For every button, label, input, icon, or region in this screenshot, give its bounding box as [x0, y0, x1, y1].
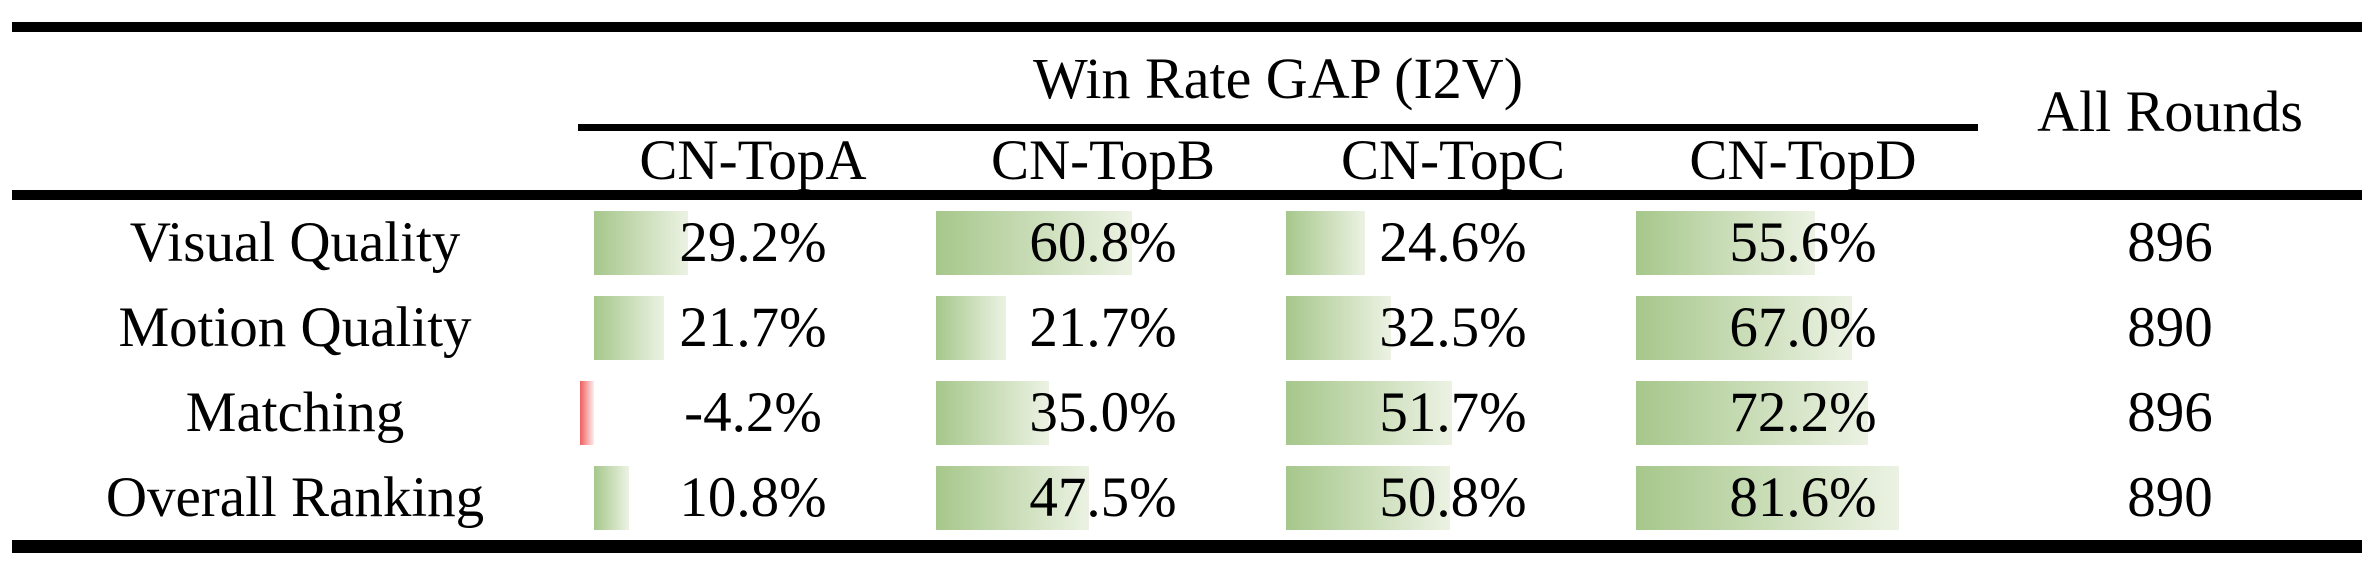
column-header-cn-topc: CN-TopC — [1278, 129, 1628, 200]
all-rounds-value: 896 — [2127, 381, 2213, 444]
column-header-cn-topa: CN-TopA — [578, 129, 928, 200]
paper-table: Win Rate GAP (I2V) All Rounds CN-TopA CN… — [0, 22, 2374, 553]
all-rounds-value: 896 — [2127, 211, 2213, 274]
win-rate-value: 60.8% — [1029, 211, 1177, 274]
table-cell: 81.6% — [1628, 455, 1978, 540]
win-rate-bar — [1286, 465, 1450, 530]
table-cell: 55.6% — [1628, 200, 1978, 285]
win-rate-table: Win Rate GAP (I2V) All Rounds CN-TopA CN… — [12, 32, 2362, 540]
win-rate-value: 50.8% — [1379, 466, 1527, 529]
win-rate-value: 51.7% — [1379, 381, 1527, 444]
win-rate-bar — [936, 210, 1132, 275]
win-rate-value: 35.0% — [1029, 381, 1177, 444]
win-rate-bar — [1636, 295, 1852, 360]
group-header: Win Rate GAP (I2V) — [578, 32, 1978, 131]
win-rate-value: 29.2% — [679, 211, 827, 274]
row-label-motion-quality: Motion Quality — [118, 296, 472, 359]
table-cell: 67.0% — [1628, 285, 1978, 370]
win-rate-bar — [1636, 210, 1816, 275]
win-rate-bar — [1286, 295, 1391, 360]
corner-cell — [12, 32, 578, 200]
win-rate-value: 47.5% — [1029, 466, 1177, 529]
bottom-rule — [12, 540, 2362, 553]
table-cell: 60.8% — [928, 200, 1278, 285]
win-rate-bar — [594, 295, 664, 360]
win-rate-value: 67.0% — [1729, 296, 1877, 359]
all-rounds-value: 890 — [2127, 296, 2213, 359]
row-label-overall-ranking: Overall Ranking — [105, 466, 485, 529]
table-cell: -4.2% — [578, 370, 928, 455]
all-rounds-value: 890 — [2127, 466, 2213, 529]
win-rate-value: 55.6% — [1729, 211, 1877, 274]
win-rate-value: -4.2% — [684, 381, 822, 444]
table-cell: 32.5% — [1278, 285, 1628, 370]
row-label-matching: Matching — [185, 381, 405, 444]
table-cell: 72.2% — [1628, 370, 1978, 455]
win-rate-value: 32.5% — [1379, 296, 1527, 359]
win-rate-value: 21.7% — [1029, 296, 1177, 359]
all-rounds-header: All Rounds — [1978, 32, 2362, 200]
win-rate-bar — [936, 380, 1049, 445]
win-rate-value: 24.6% — [1379, 211, 1527, 274]
table-cell: 10.8% — [578, 455, 928, 540]
win-rate-value: 10.8% — [679, 466, 827, 529]
table-cell: 21.7% — [578, 285, 928, 370]
win-rate-bar — [1636, 465, 1899, 530]
win-rate-bar — [936, 465, 1089, 530]
table-cell: 24.6% — [1278, 200, 1628, 285]
row-label-visual-quality: Visual Quality — [129, 211, 461, 274]
table-cell: 47.5% — [928, 455, 1278, 540]
win-rate-bar — [1636, 380, 1869, 445]
top-rule — [12, 22, 2362, 32]
win-rate-bar — [594, 465, 629, 530]
table-cell: 21.7% — [928, 285, 1278, 370]
column-header-cn-topb: CN-TopB — [928, 129, 1278, 200]
win-rate-value: 21.7% — [679, 296, 827, 359]
win-rate-bar — [1286, 380, 1453, 445]
win-rate-value: 72.2% — [1729, 381, 1877, 444]
column-header-cn-topd: CN-TopD — [1628, 129, 1978, 200]
table-cell: 35.0% — [928, 370, 1278, 455]
win-rate-bar — [1286, 210, 1366, 275]
win-rate-bar — [594, 210, 689, 275]
table-cell: 29.2% — [578, 200, 928, 285]
table-cell: 51.7% — [1278, 370, 1628, 455]
win-rate-bar — [936, 295, 1006, 360]
win-rate-value: 81.6% — [1729, 466, 1877, 529]
table-cell: 50.8% — [1278, 455, 1628, 540]
win-rate-bar — [580, 380, 594, 445]
